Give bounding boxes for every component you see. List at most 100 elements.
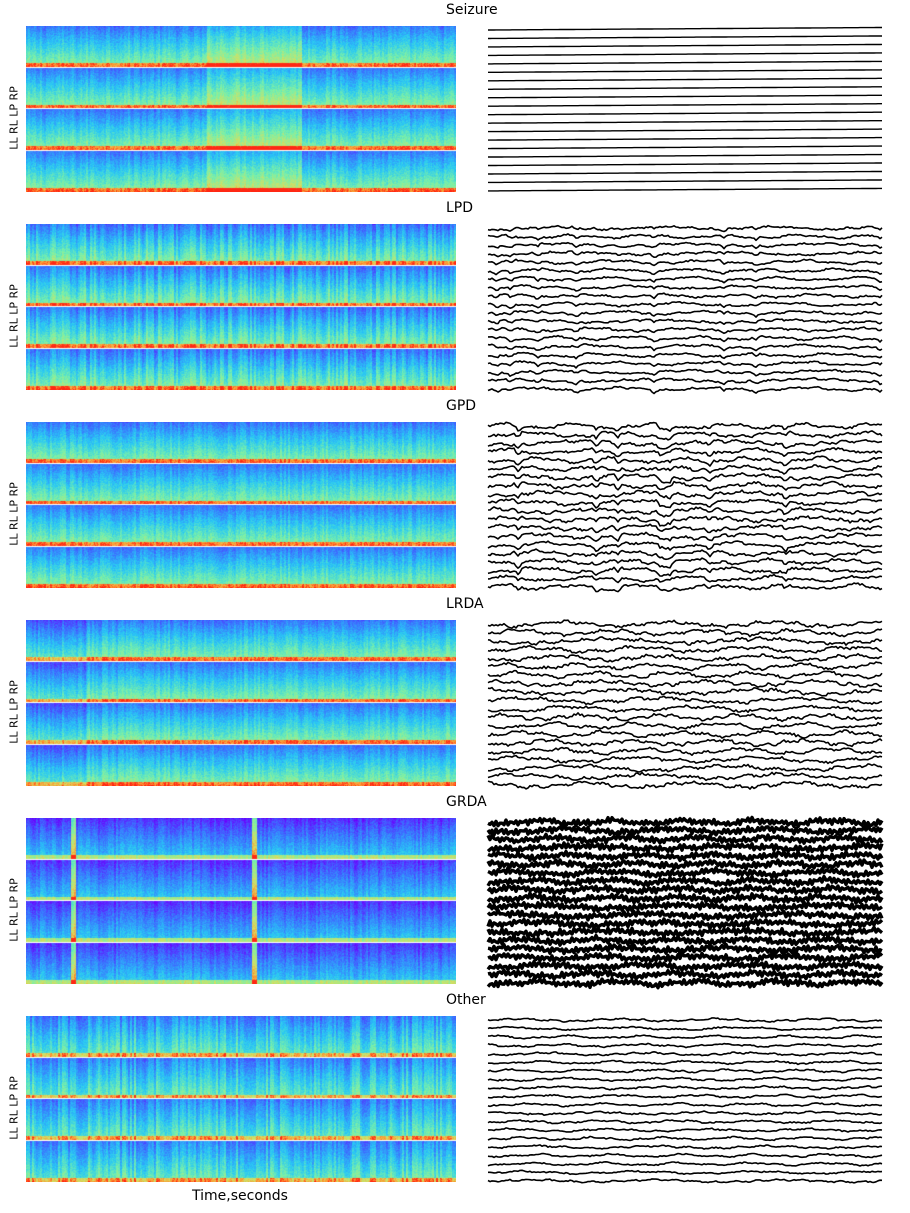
eeg-trace-line [487, 376, 883, 386]
eeg-trace-line [487, 489, 883, 500]
eeg-trace-line [487, 566, 883, 577]
eeg-trace-line [487, 301, 883, 309]
eeg-trace-line [487, 865, 884, 880]
eeg-trace-line [487, 531, 883, 542]
eeg-trace-line [488, 187, 882, 192]
eeg-trace-line [487, 1076, 883, 1083]
eeg-trace-line [486, 874, 884, 888]
eeg-trace-line [487, 968, 883, 981]
panel-title: Other [446, 992, 486, 1008]
panel-lrda: LRDA LL RL LP RP [0, 594, 910, 792]
eeg-trace-line [488, 111, 882, 116]
eeg-trace-plot [487, 1017, 883, 1184]
eeg-trace-line [488, 1169, 883, 1176]
eeg-trace-line [487, 661, 883, 672]
eeg-trace-line [486, 933, 884, 947]
y-axis-label: LL RL LP RP [7, 284, 21, 348]
eeg-trace-line [487, 292, 883, 300]
eeg-trace-line [488, 430, 883, 441]
eeg-trace-line [488, 1110, 883, 1116]
eeg-trace-line [488, 179, 883, 184]
eeg-trace-line [487, 695, 883, 706]
eeg-trace-plot [487, 26, 883, 192]
panel-title: LRDA [446, 596, 484, 612]
eeg-trace-line [488, 1127, 883, 1133]
eeg-trace-line [488, 77, 882, 82]
eeg-trace-line [487, 1093, 883, 1099]
panel-other: Other LL RL LP RP [0, 990, 910, 1188]
eeg-trace-line [487, 1025, 882, 1032]
eeg-trace-line [488, 120, 882, 124]
eeg-trace-line [486, 841, 884, 855]
eeg-trace-line [487, 780, 883, 790]
eeg-trace-line [487, 1068, 883, 1074]
eeg-trace-line [487, 704, 883, 713]
panel-title: Seizure [446, 2, 498, 18]
eeg-trace-plot [487, 224, 883, 395]
eeg-trace-plot [487, 421, 883, 593]
eeg-trace-line [488, 170, 882, 175]
eeg-trace-line [488, 128, 882, 133]
eeg-trace-line [487, 360, 883, 369]
eeg-trace-line [487, 343, 883, 352]
eeg-trace-line [488, 69, 883, 73]
spectrogram-heatmap [26, 422, 456, 588]
eeg-trace-line [488, 103, 882, 107]
panel-title: LPD [446, 200, 474, 216]
eeg-trace-line [487, 446, 883, 458]
eeg-trace-line [487, 746, 883, 756]
eeg-trace-line [488, 86, 882, 90]
eeg-trace-line [487, 1144, 883, 1150]
eeg-trace-line [487, 258, 883, 267]
panel-title: GPD [446, 398, 477, 414]
panel-grda: GRDA LL RL LP RP [0, 792, 910, 990]
eeg-trace-line [486, 908, 884, 922]
eeg-trace-line [486, 832, 884, 845]
eeg-trace-line [487, 849, 884, 863]
eeg-trace-line [487, 472, 883, 484]
eeg-trace-line [488, 162, 882, 167]
eeg-trace-line [487, 635, 883, 646]
eeg-trace-line [488, 60, 882, 65]
eeg-trace-line [487, 815, 884, 829]
y-axis-label: LL RL LP RP [7, 86, 21, 150]
eeg-trace-line [487, 94, 882, 99]
eeg-trace-line [488, 334, 883, 343]
y-axis-label: LL RL LP RP [7, 878, 21, 942]
panel-title: GRDA [446, 794, 487, 810]
eeg-trace-line [488, 52, 882, 57]
eeg-trace-line [487, 1101, 883, 1108]
x-axis-label: Time,seconds [192, 1188, 288, 1204]
spectrogram-heatmap [26, 26, 456, 192]
eeg-trace-line [487, 241, 883, 250]
y-axis-label: LL RL LP RP [7, 1076, 21, 1140]
eeg-trace-line [487, 421, 883, 432]
eeg-trace-line [487, 652, 883, 663]
eeg-trace-line [488, 153, 883, 158]
eeg-trace-line [487, 498, 883, 509]
eeg-trace-line [488, 145, 882, 150]
eeg-trace-line [487, 540, 883, 553]
eeg-trace-line [486, 925, 884, 939]
eeg-trace-line [487, 480, 883, 491]
panel-gpd: GPD LL RL LP RP [0, 396, 910, 594]
eeg-trace-line [486, 917, 884, 931]
eeg-trace-line [487, 351, 883, 360]
eeg-trace-line [487, 1051, 883, 1057]
eeg-trace-line [488, 35, 882, 40]
eeg-trace-line [487, 771, 883, 782]
spectrogram-heatmap [26, 620, 456, 786]
panel-seizure: Seizure LL RL LP RP [0, 0, 910, 198]
eeg-trace-line [487, 557, 883, 569]
eeg-trace-line [486, 824, 884, 837]
eeg-trace-line [487, 318, 883, 325]
eeg-trace-line [486, 858, 884, 871]
eeg-trace-line [488, 43, 883, 48]
eeg-trace-line [487, 548, 882, 561]
eeg-trace-line [486, 900, 884, 913]
eeg-trace-line [487, 1161, 883, 1167]
eeg-trace-plot [487, 619, 883, 790]
eeg-trace-line [487, 267, 883, 276]
eeg-trace-line [488, 1059, 883, 1066]
eeg-trace-line [487, 275, 883, 284]
